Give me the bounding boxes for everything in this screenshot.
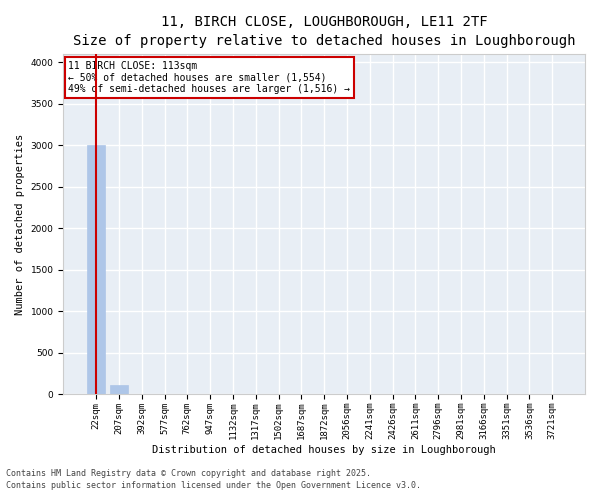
- Text: Contains HM Land Registry data © Crown copyright and database right 2025.
Contai: Contains HM Land Registry data © Crown c…: [6, 469, 421, 490]
- Title: 11, BIRCH CLOSE, LOUGHBOROUGH, LE11 2TF
Size of property relative to detached ho: 11, BIRCH CLOSE, LOUGHBOROUGH, LE11 2TF …: [73, 15, 575, 48]
- Bar: [87, 145, 105, 394]
- Bar: [110, 385, 128, 394]
- Y-axis label: Number of detached properties: Number of detached properties: [15, 134, 25, 314]
- Text: 11 BIRCH CLOSE: 113sqm
← 50% of detached houses are smaller (1,554)
49% of semi-: 11 BIRCH CLOSE: 113sqm ← 50% of detached…: [68, 60, 350, 94]
- X-axis label: Distribution of detached houses by size in Loughborough: Distribution of detached houses by size …: [152, 445, 496, 455]
